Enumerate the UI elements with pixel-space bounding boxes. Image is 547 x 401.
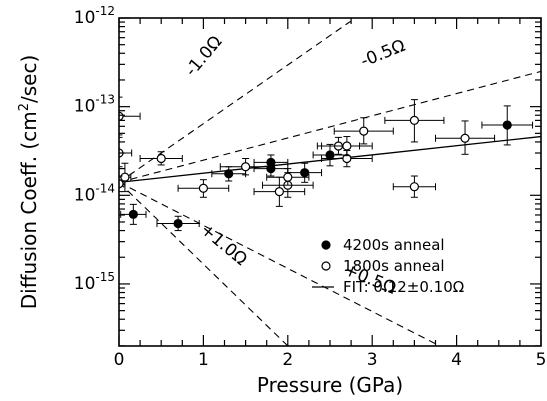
y-axis-title-part: Diffusion Coeff. (cm xyxy=(17,111,41,309)
data-point-1800s xyxy=(266,168,310,186)
marker xyxy=(409,115,419,125)
x-tick-label: 2 xyxy=(282,350,293,370)
data-point-1800s xyxy=(392,175,436,198)
marker xyxy=(502,120,512,130)
y-tick-exponent: -15 xyxy=(95,270,115,284)
plot-legend: 4200s anneal 1800s anneal FIT: 0.12±0.10Ω xyxy=(312,236,464,296)
marker xyxy=(156,153,166,164)
data-point-4200s xyxy=(287,162,323,183)
y-axis-title-superscript: 2 xyxy=(17,103,32,111)
y-tick-label: 10-12 xyxy=(74,4,115,28)
y-tick-base: 10 xyxy=(74,97,96,117)
y-tick-label: 10-13 xyxy=(74,93,115,117)
y-axis-title: Diffusion Coeff. (cm2/sec) xyxy=(17,55,41,310)
marker xyxy=(128,209,138,219)
marker xyxy=(173,218,183,229)
legend-label: 4200s anneal xyxy=(343,236,445,254)
data-point-4200s xyxy=(253,154,289,171)
data-point-4200s xyxy=(156,215,200,232)
legend-open-marker xyxy=(321,261,331,271)
y-axis-title-part: /sec) xyxy=(17,55,41,103)
x-tick-label: 1 xyxy=(198,350,209,370)
y-tick-label: 10-14 xyxy=(74,181,115,205)
marker xyxy=(300,168,310,178)
data-point-4200s xyxy=(481,105,534,146)
plot-points-layer xyxy=(119,96,534,232)
data-point-1800s xyxy=(177,179,230,198)
legend-filled-marker xyxy=(321,240,331,250)
reference-line-label: -1.0Ω xyxy=(181,32,226,80)
y-tick-label: 10-15 xyxy=(74,270,115,294)
data-point-1800s xyxy=(321,136,373,157)
data-point-1800s xyxy=(435,120,496,155)
y-tick-base: 10 xyxy=(74,8,96,28)
data-point-1800s xyxy=(119,175,126,193)
data-point-4200s xyxy=(120,203,147,225)
marker xyxy=(119,111,124,121)
y-tick-exponent: -14 xyxy=(95,181,115,195)
reference-line-1 xyxy=(119,18,356,183)
x-tick-label: 5 xyxy=(536,350,547,370)
data-point-1800s xyxy=(139,151,183,166)
marker xyxy=(274,187,284,197)
x-tick-label: 3 xyxy=(367,350,378,370)
data-point-1800s xyxy=(253,176,306,207)
marker xyxy=(409,182,419,192)
marker xyxy=(119,179,124,189)
marker xyxy=(359,126,369,136)
marker xyxy=(460,133,470,143)
x-tick-label: 0 xyxy=(114,350,125,370)
marker xyxy=(198,183,208,193)
y-tick-exponent: -12 xyxy=(95,4,115,18)
marker xyxy=(325,150,335,160)
y-tick-base: 10 xyxy=(74,274,96,294)
data-point-1800s xyxy=(384,99,445,143)
marker xyxy=(241,162,251,172)
marker xyxy=(342,141,352,151)
x-axis-title: Pressure (GPa) xyxy=(257,373,403,397)
y-tick-exponent: -13 xyxy=(95,93,115,107)
reference-line-4 xyxy=(119,181,440,346)
reference-line-label: -0.5Ω xyxy=(358,36,408,72)
marker xyxy=(283,172,293,182)
data-point-1800s xyxy=(333,117,394,145)
marker xyxy=(224,169,234,179)
reference-line-3 xyxy=(119,181,289,346)
y-tick-base: 10 xyxy=(74,185,96,205)
legend-label: 1800s anneal xyxy=(343,257,445,275)
x-tick-label: 4 xyxy=(451,350,462,370)
data-point-1800s xyxy=(219,158,272,176)
reference-line-2 xyxy=(119,70,541,183)
marker xyxy=(120,172,130,182)
legend-label: FIT: 0.12±0.10Ω xyxy=(343,278,464,296)
